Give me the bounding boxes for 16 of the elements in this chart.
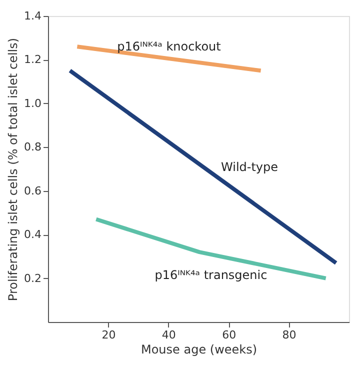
- x-tick-label: 20: [102, 328, 116, 342]
- y-tick-label: 0.2: [24, 272, 42, 285]
- x-tick-label: 40: [162, 328, 176, 342]
- y-tick-label: 0.6: [24, 184, 42, 198]
- y-tick-label: 1.4: [24, 10, 42, 22]
- y-tick-label: 0.8: [24, 140, 42, 154]
- x-tick-label: 80: [282, 328, 296, 342]
- x-tick-label: 60: [222, 328, 236, 342]
- series-label: p16ᴵᴺᴷ⁴ᵃ knockout: [117, 40, 222, 54]
- y-tick-label: 0.4: [24, 228, 42, 242]
- x-axis-title: Mouse age (weeks): [140, 342, 258, 356]
- y-axis-title: Proliferating islet cells (% of total islet cells): [6, 38, 20, 302]
- series-label: p16ᴵᴺᴷ⁴ᵃ transgenic: [154, 268, 268, 282]
- y-tick-label: 1.2: [24, 53, 42, 66]
- series-label: Wild-type: [221, 160, 278, 174]
- y-tick-label: 1.0: [24, 96, 42, 110]
